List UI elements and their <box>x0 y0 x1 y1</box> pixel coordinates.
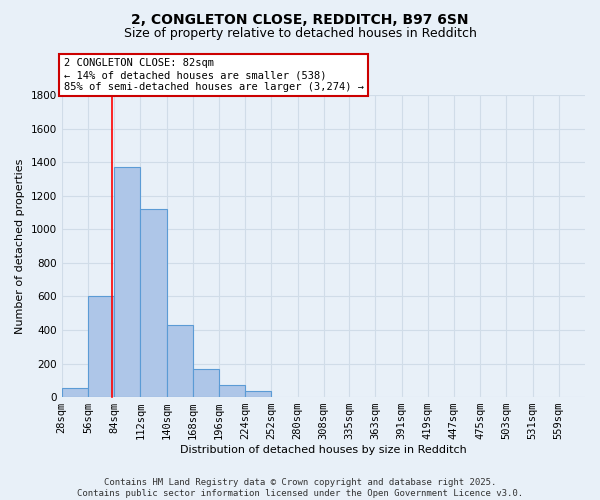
Bar <box>62 388 88 397</box>
Bar <box>140 209 167 397</box>
Text: Size of property relative to detached houses in Redditch: Size of property relative to detached ho… <box>124 28 476 40</box>
Bar <box>167 325 193 397</box>
Text: 2, CONGLETON CLOSE, REDDITCH, B97 6SN: 2, CONGLETON CLOSE, REDDITCH, B97 6SN <box>131 12 469 26</box>
Bar <box>88 296 114 397</box>
Bar <box>114 167 140 397</box>
Text: Contains HM Land Registry data © Crown copyright and database right 2025.
Contai: Contains HM Land Registry data © Crown c… <box>77 478 523 498</box>
Bar <box>245 391 271 397</box>
X-axis label: Distribution of detached houses by size in Redditch: Distribution of detached houses by size … <box>180 445 467 455</box>
Bar <box>219 386 245 397</box>
Text: 2 CONGLETON CLOSE: 82sqm
← 14% of detached houses are smaller (538)
85% of semi-: 2 CONGLETON CLOSE: 82sqm ← 14% of detach… <box>64 58 364 92</box>
Y-axis label: Number of detached properties: Number of detached properties <box>15 158 25 334</box>
Bar <box>193 368 219 397</box>
